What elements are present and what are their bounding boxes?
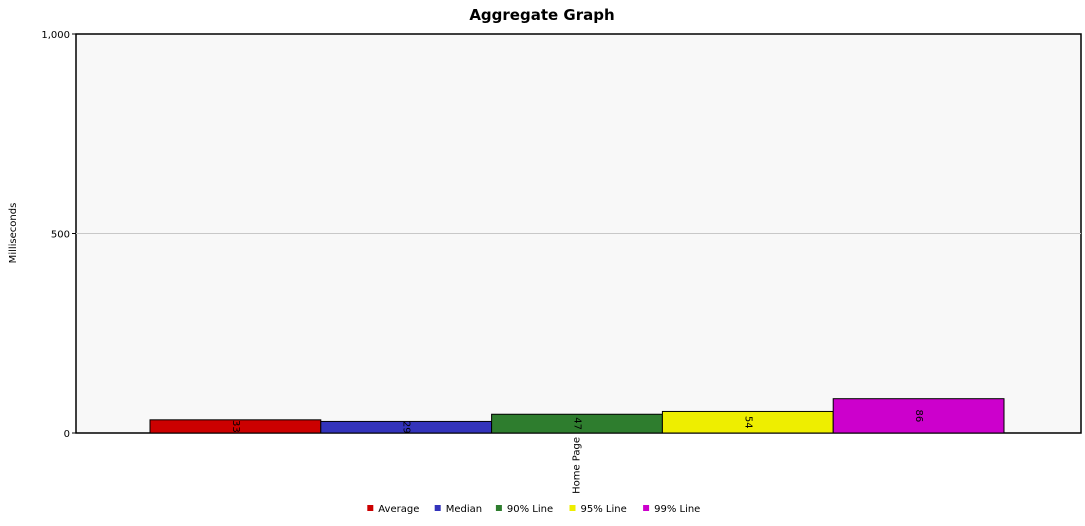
legend-swatch: [569, 505, 576, 511]
chart-title: Aggregate Graph: [469, 6, 614, 24]
legend-swatch: [643, 505, 650, 511]
y-tick-label: 0: [64, 429, 70, 440]
y-tick-label: 1,000: [41, 30, 70, 41]
bar-99-line: [832, 398, 1005, 434]
bar-value-label: 47: [572, 417, 583, 430]
legend-label: Median: [446, 504, 482, 515]
bar-value-label: 33: [230, 420, 241, 433]
legend-label: 99% Line: [654, 504, 700, 515]
legend-label: 95% Line: [581, 504, 627, 515]
legend-label: Average: [378, 504, 419, 515]
legend-label: 90% Line: [507, 504, 553, 515]
category-label: Home Page: [572, 437, 583, 494]
bar-value-label: 86: [913, 409, 924, 422]
y-axis-label: Milliseconds: [8, 203, 19, 264]
bar-value-label: 29: [401, 421, 412, 434]
legend-swatch: [434, 505, 441, 511]
y-tick-label: 500: [51, 230, 70, 241]
bar-value-label: 54: [742, 416, 753, 429]
legend-swatch: [495, 505, 502, 511]
legend-swatch: [367, 505, 374, 511]
